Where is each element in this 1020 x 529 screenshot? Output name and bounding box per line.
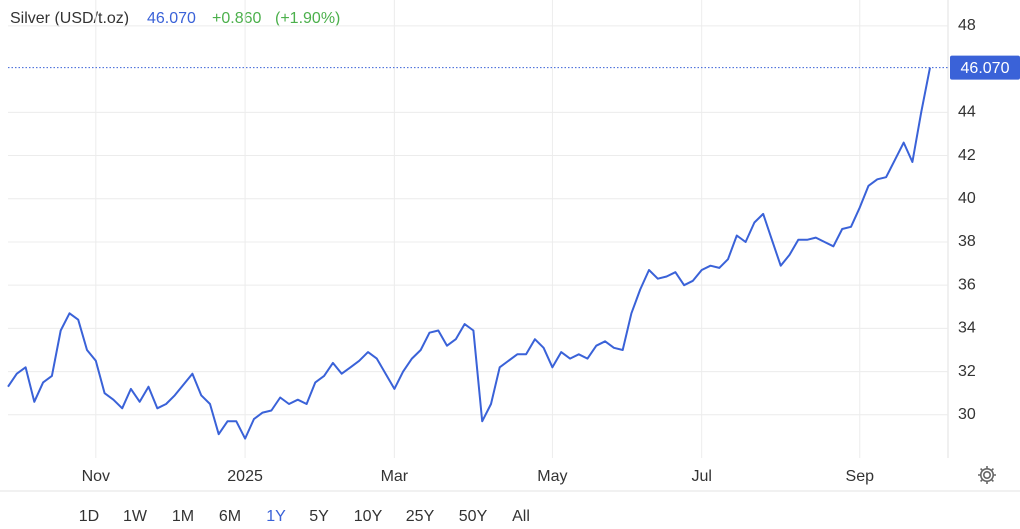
settings-icon[interactable] xyxy=(978,466,996,484)
y-tick-label: 44 xyxy=(958,104,976,121)
range-button[interactable]: 1M xyxy=(172,508,194,525)
x-tick-label: Sep xyxy=(846,468,875,485)
range-button[interactable]: 1D xyxy=(79,508,99,525)
range-button[interactable]: 6M xyxy=(219,508,241,525)
x-tick-label: 2025 xyxy=(227,468,263,485)
price: 46.070 xyxy=(147,10,196,27)
range-button[interactable]: 5Y xyxy=(309,508,329,525)
change-pct: (+1.90%) xyxy=(275,10,340,27)
last-value-label: 46.070 xyxy=(961,60,1010,77)
x-tick-label: Nov xyxy=(82,468,110,485)
y-tick-label: 42 xyxy=(958,147,976,164)
change: +0.860 xyxy=(212,10,261,27)
range-button[interactable]: 1W xyxy=(123,508,148,525)
y-tick-label: 34 xyxy=(958,320,976,337)
x-tick-label: Jul xyxy=(691,468,711,485)
x-tick-label: Mar xyxy=(381,468,409,485)
y-tick-label: 40 xyxy=(958,190,976,207)
chart-title: Silver (USD/t.oz) xyxy=(10,10,129,27)
y-tick-label: 38 xyxy=(958,233,976,250)
last-value-box xyxy=(950,55,1020,80)
range-button[interactable]: 50Y xyxy=(459,508,488,525)
y-tick-label: 36 xyxy=(958,276,976,293)
range-button[interactable]: 25Y xyxy=(406,508,435,525)
range-button[interactable]: 1Y xyxy=(266,508,286,525)
price-line xyxy=(7,67,931,440)
y-tick-label: 32 xyxy=(958,363,976,380)
range-button[interactable]: 10Y xyxy=(354,508,383,525)
range-button[interactable]: All xyxy=(512,508,530,525)
y-tick-label: 30 xyxy=(958,406,976,423)
x-tick-label: May xyxy=(537,468,567,485)
y-tick-label: 48 xyxy=(958,17,976,34)
